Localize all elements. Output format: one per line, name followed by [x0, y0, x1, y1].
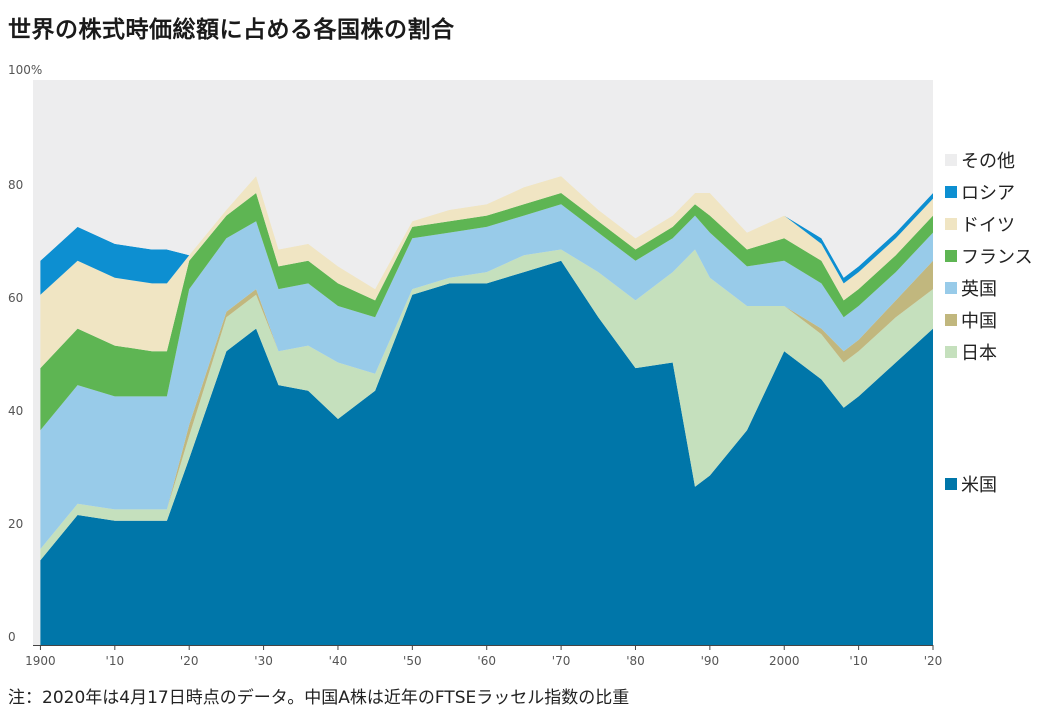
chart-title: 世界の株式時価総額に占める各国株の割合 [8, 17, 455, 43]
x-tick-label: '80 [626, 654, 645, 668]
legend-swatch [945, 154, 957, 166]
area-series-6 [40, 176, 933, 295]
legend-swatch [945, 186, 957, 198]
legend-label: 中国 [961, 311, 997, 332]
y-tick-label: 0 [8, 630, 16, 644]
x-tick-label: '10 [106, 654, 125, 668]
x-tick-label: '90 [701, 654, 720, 668]
legend-swatch [945, 314, 957, 326]
legend-label: その他 [961, 151, 1015, 172]
y-tick-label: 20 [8, 517, 23, 531]
footnote: 注：2020年は4月17日時点のデータ。中国A株は近年のFTSEラッセル指数の比… [8, 688, 630, 708]
area-series-3 [40, 204, 933, 550]
area-series-0 [40, 260, 933, 645]
legend-swatch [945, 346, 957, 358]
y-tick-label: 100% [8, 63, 42, 77]
y-tick-label: 40 [8, 404, 23, 418]
x-tick-label: '70 [552, 654, 571, 668]
legend-swatch [945, 250, 957, 262]
legend-label: ロシア [961, 183, 1015, 204]
legend-swatch [945, 282, 957, 294]
legend-label: 英国 [961, 279, 997, 300]
x-tick-label: '60 [477, 654, 496, 668]
legend-swatch [945, 478, 957, 490]
legend-label: 日本 [961, 343, 997, 364]
legend-label: ドイツ [961, 215, 1015, 236]
x-tick-label: '50 [403, 654, 422, 668]
area-series-5 [40, 176, 933, 369]
area-series-7 [40, 80, 933, 290]
y-tick-label: 80 [8, 178, 23, 192]
x-tick-label: '40 [329, 654, 348, 668]
x-tick-label: '10 [849, 654, 868, 668]
area-series-1 [40, 249, 933, 561]
legend-swatch [945, 218, 957, 230]
x-tick-label: 2000 [769, 654, 800, 668]
legend-label: 米国 [961, 475, 997, 496]
x-tick-label: '30 [254, 654, 273, 668]
x-tick-label: '20 [180, 654, 199, 668]
x-tick-label: '20 [924, 654, 943, 668]
legend-label: フランス [961, 247, 1033, 268]
y-tick-label: 60 [8, 291, 23, 305]
x-tick-label: 1900 [25, 654, 56, 668]
